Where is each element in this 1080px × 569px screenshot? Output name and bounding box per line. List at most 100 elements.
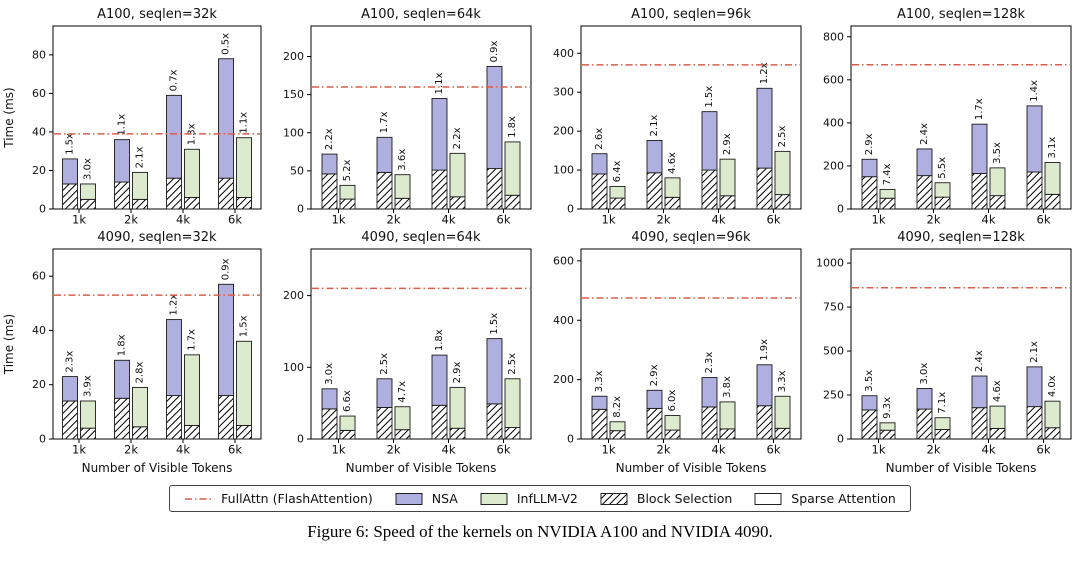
speedup-label: 2.5x: [777, 125, 788, 147]
legend-swatch: [600, 492, 628, 505]
nsa-bar-sparse-attention: [756, 364, 773, 407]
speedup-label: 1.1x: [117, 114, 128, 136]
nsa-bar-block-selection: [321, 408, 338, 440]
nsa-bar-sparse-attention: [861, 395, 878, 411]
speedup-label: 3.0x: [83, 158, 94, 180]
y-tick-label: 600: [553, 254, 574, 267]
speedup-label: 4.6x: [667, 152, 678, 174]
speedup-label: 1.4x: [1029, 80, 1040, 102]
infllm-bar-sparse-attention: [719, 158, 736, 197]
chart-svg: 4090, seqlen=128k 0 250 500 750 1000 1k 3.5x 9.3…: [816, 230, 1072, 475]
y-tick-label: 0: [39, 203, 46, 216]
speedup-label: 2.1x: [649, 115, 660, 137]
nsa-bar-block-selection: [861, 409, 878, 440]
x-tick-label: 2k: [387, 213, 401, 227]
chart-svg: 4090, seqlen=96k 0 200 400 600 1k 3.3x 8.2x 2k 2.…: [553, 230, 802, 475]
x-tick-label: 4k: [442, 213, 456, 227]
subplot-title: 4090, seqlen=64k: [361, 230, 481, 245]
legend-item: Block Selection: [600, 491, 732, 506]
x-tick-label: 4k: [176, 213, 190, 227]
nsa-bar-sparse-attention: [218, 58, 234, 179]
speedup-label: 3.1x: [1047, 137, 1058, 159]
speedup-label: 8.2x: [612, 396, 623, 418]
speedup-label: 2.2x: [452, 127, 463, 149]
speedup-label: 1.7x: [187, 329, 198, 351]
infllm-bar-block-selection: [449, 427, 466, 440]
nsa-bar-block-selection: [971, 407, 988, 440]
y-tick-label: 750: [823, 301, 844, 314]
y-tick-label: 100: [283, 126, 304, 139]
y-axis-label: Time (ms): [2, 314, 16, 376]
legend-item: FullAttn (FlashAttention): [184, 491, 373, 506]
infllm-bar-block-selection: [504, 427, 521, 440]
infllm-bar-block-selection: [394, 429, 411, 440]
infllm-bar-block-selection: [774, 427, 791, 440]
y-tick-label: 20: [32, 378, 46, 391]
nsa-bar-block-selection: [916, 408, 933, 440]
infllm-bar-block-selection: [236, 424, 252, 440]
speedup-label: 2.1x: [135, 146, 146, 168]
infllm-bar-block-selection: [236, 196, 252, 210]
nsa-bar-sparse-attention: [62, 158, 78, 185]
legend-swatch: [754, 492, 782, 505]
nsa-bar-block-selection: [701, 406, 718, 440]
infllm-bar-sparse-attention: [236, 137, 252, 198]
x-tick-label: 6k: [767, 443, 781, 457]
legend-label: FullAttn (FlashAttention): [221, 491, 373, 506]
y-tick-label: 400: [553, 314, 574, 327]
speedup-label: 3.8x: [722, 376, 733, 398]
subplot-4090-128k: 4090, seqlen=128k 0 250 500 750 1000 1k 3.5x 9.3…: [810, 227, 1080, 479]
speedup-label: 7.1x: [937, 392, 948, 414]
x-axis-label: Number of Visible Tokens: [616, 461, 767, 475]
legend-label: InfLLM-V2: [516, 491, 578, 506]
subplot-title: A100, seqlen=128k: [897, 7, 1026, 22]
speedup-label: 2.1x: [1029, 341, 1040, 363]
infllm-bar-block-selection: [339, 429, 356, 440]
nsa-bar-block-selection: [591, 408, 608, 440]
speedup-label: 1.2x: [759, 62, 770, 84]
legend-item: Sparse Attention: [754, 491, 896, 506]
speedup-label: 3.3x: [777, 370, 788, 392]
speedup-label: 1.9x: [759, 339, 770, 361]
nsa-bar-sparse-attention: [114, 359, 130, 399]
infllm-bar-block-selection: [879, 197, 896, 210]
y-tick-label: 0: [837, 203, 844, 216]
infllm-bar-block-selection: [719, 195, 736, 210]
infllm-bar-sparse-attention: [184, 148, 200, 198]
nsa-bar-sparse-attention: [431, 97, 448, 171]
infllm-bar-sparse-attention: [504, 141, 521, 196]
y-tick-label: 200: [283, 289, 304, 302]
x-tick-label: 2k: [657, 213, 671, 227]
y-tick-label: 0: [567, 203, 574, 216]
subplot-title: A100, seqlen=64k: [361, 7, 481, 22]
y-tick-label: 0: [837, 433, 844, 446]
infllm-bar-block-selection: [339, 198, 356, 210]
legend-swatch: [395, 492, 423, 505]
speedup-label: 3.0x: [919, 363, 930, 385]
subplot-title: 4090, seqlen=128k: [897, 230, 1025, 245]
y-tick-label: 60: [32, 87, 46, 100]
y-tick-label: 0: [567, 433, 574, 446]
infllm-bar-sparse-attention: [719, 401, 736, 430]
nsa-bar-sparse-attention: [646, 389, 663, 409]
nsa-bar-block-selection: [756, 167, 773, 210]
infllm-bar-sparse-attention: [339, 184, 356, 200]
infllm-bar-sparse-attention: [934, 182, 951, 198]
charts-grid: A100, seqlen=32k 0 20 40 60 80 1k 1.5x 3.0x 2k 1.1…: [0, 4, 1080, 479]
chart-svg: A100, seqlen=128k 0 200 400 600 800 1k 2.9x 7.4x…: [823, 7, 1072, 227]
legend-item: InfLLM-V2: [480, 491, 578, 506]
speedup-label: 0.9x: [489, 41, 500, 63]
speedup-label: 1.5x: [704, 86, 715, 108]
subplot-title: 4090, seqlen=32k: [97, 230, 217, 245]
x-tick-label: 6k: [497, 213, 511, 227]
y-tick-label: 0: [297, 433, 304, 446]
infllm-bar-block-selection: [80, 427, 96, 440]
infllm-bar-sparse-attention: [80, 183, 96, 200]
chart-svg: A100, seqlen=32k 0 20 40 60 80 1k 1.5x 3.0x 2k 1.1…: [2, 7, 262, 227]
infllm-bar-block-selection: [989, 195, 1006, 210]
nsa-bar-sparse-attention: [591, 153, 608, 175]
infllm-bar-sparse-attention: [449, 152, 466, 198]
nsa-bar-block-selection: [1026, 406, 1043, 440]
speedup-label: 2.9x: [864, 133, 875, 155]
nsa-bar-block-selection: [591, 173, 608, 210]
